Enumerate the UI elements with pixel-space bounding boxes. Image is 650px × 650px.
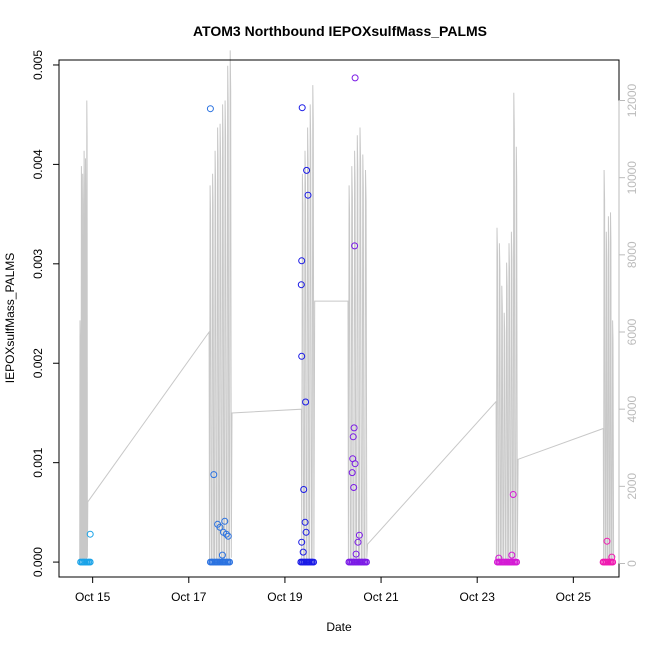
data-point xyxy=(206,105,214,113)
altitude-series xyxy=(79,50,615,560)
data-point xyxy=(224,532,232,540)
zero-point xyxy=(609,558,617,566)
data-point xyxy=(495,554,503,562)
y-tick-label: 0.005 xyxy=(31,50,45,80)
data-point xyxy=(350,484,358,491)
data-point xyxy=(210,471,218,479)
data-point xyxy=(304,191,312,199)
zero-point xyxy=(310,558,318,566)
zero-point xyxy=(86,558,94,566)
data-point xyxy=(216,523,224,531)
data-point xyxy=(355,531,363,539)
y2-tick-label: 8000 xyxy=(625,241,639,268)
y2-tick-label: 4000 xyxy=(625,396,639,423)
data-point xyxy=(299,548,307,556)
y-tick-label: 0.001 xyxy=(31,447,45,477)
data-point xyxy=(350,424,358,432)
data-point xyxy=(351,242,359,250)
y-tick-label: 0.003 xyxy=(31,248,45,278)
x-tick-label: Oct 17 xyxy=(171,590,207,604)
x-tick-label: Oct 15 xyxy=(75,590,111,604)
x-tick-label: Oct 23 xyxy=(460,590,496,604)
data-point xyxy=(298,257,306,265)
zero-point xyxy=(513,558,521,566)
data-point xyxy=(509,491,517,498)
data-point xyxy=(298,538,306,546)
zero-point xyxy=(363,558,370,566)
data-points xyxy=(77,74,617,566)
data-point xyxy=(302,528,310,536)
y2-tick-label: 6000 xyxy=(625,318,639,345)
data-point xyxy=(354,538,362,546)
data-point xyxy=(298,352,306,360)
data-point xyxy=(603,537,611,545)
data-point xyxy=(86,530,94,538)
data-point xyxy=(303,166,311,174)
y-tick-label: 0.000 xyxy=(31,547,45,577)
data-point xyxy=(301,518,309,526)
plot-frame xyxy=(58,59,620,578)
data-point xyxy=(351,74,359,82)
x-tick-label: Oct 21 xyxy=(363,590,399,604)
x-axis: Oct 15 Oct 17 Oct 19 Oct 21 Oct 23 Oct 25 xyxy=(75,576,592,604)
x-tick-label: Oct 19 xyxy=(267,590,303,604)
data-point xyxy=(608,553,616,561)
data-point xyxy=(508,551,516,559)
data-point xyxy=(218,551,226,559)
y-tick-label: 0.002 xyxy=(31,348,45,378)
y-axis-right: 0 2000 4000 6000 8000 10000 12000 xyxy=(618,83,639,567)
y-axis-left: 0.000 0.001 0.002 0.003 0.004 0.005 xyxy=(31,50,60,577)
data-point xyxy=(352,550,360,558)
altitude-line xyxy=(79,50,615,560)
data-point xyxy=(351,460,359,468)
data-point xyxy=(302,398,310,406)
data-point xyxy=(221,517,229,525)
data-point xyxy=(297,281,305,289)
y2-tick-label: 0 xyxy=(625,560,639,567)
y-axis-label: IEPOXsulfMass_PALMS xyxy=(3,253,17,384)
data-point xyxy=(300,486,308,493)
x-tick-label: Oct 25 xyxy=(556,590,592,604)
data-point xyxy=(348,469,356,477)
data-point xyxy=(222,530,230,538)
data-point xyxy=(349,433,357,441)
y2-tick-label: 12000 xyxy=(625,83,639,117)
y2-tick-label: 10000 xyxy=(625,161,639,195)
zero-point xyxy=(226,558,234,566)
chart-title: ATOM3 Northbound IEPOXsulfMass_PALMS xyxy=(193,23,487,39)
y2-tick-label: 2000 xyxy=(625,473,639,500)
x-axis-label: Date xyxy=(326,620,352,634)
data-point xyxy=(298,104,306,112)
y-tick-label: 0.004 xyxy=(31,149,45,179)
